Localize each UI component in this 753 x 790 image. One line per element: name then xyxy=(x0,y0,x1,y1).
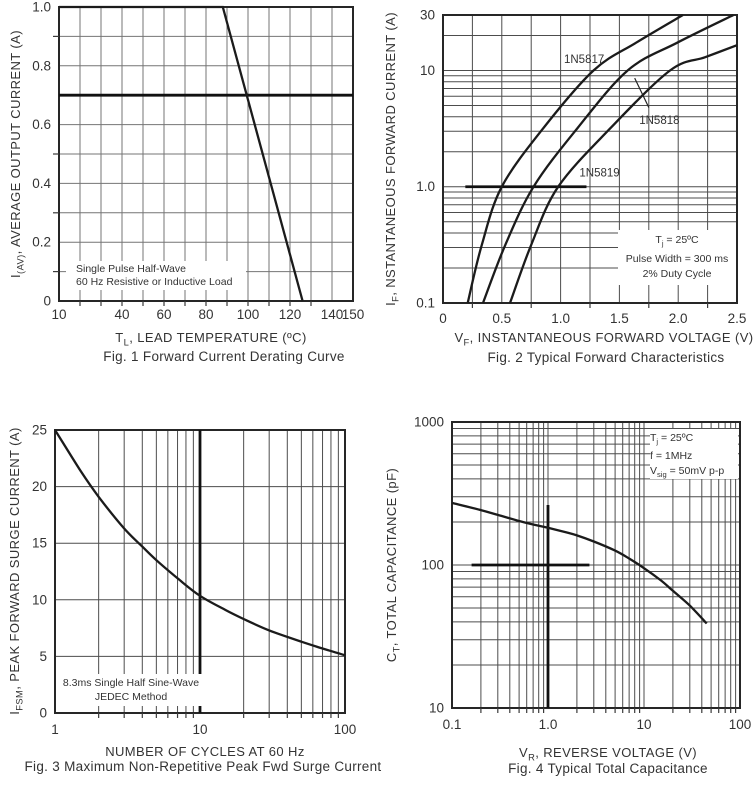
svg-text:20: 20 xyxy=(32,479,47,494)
svg-text:10: 10 xyxy=(420,63,435,78)
svg-text:30: 30 xyxy=(420,8,435,23)
svg-text:0: 0 xyxy=(43,294,51,309)
fig2-series-1N5818 xyxy=(481,13,735,304)
fig2-y-axis-title: IF, NSTANTANEOUS FORWARD CURRENT (A) xyxy=(383,12,401,306)
fig1-y-axis-title: I(AV), AVERAGE OUTPUT CURRENT (A) xyxy=(8,30,26,278)
svg-text:0.1: 0.1 xyxy=(443,717,462,732)
svg-text:10: 10 xyxy=(636,717,651,732)
fig4-minor-ticks xyxy=(480,708,737,713)
svg-text:1.0: 1.0 xyxy=(32,0,51,15)
fig1-minor-ticks xyxy=(53,35,312,306)
fig1-x-axis-title: TL, LEAD TEMPERATURE (ºC) xyxy=(115,330,307,348)
fig3-series-surge-current xyxy=(54,429,346,657)
fig4-conditions-note: Tj = 25ºC f = 1MHz Vsig = 50mV p-p xyxy=(650,429,738,479)
fig2-curve-label: 1N5819 xyxy=(579,167,619,179)
svg-text:10: 10 xyxy=(192,722,207,737)
svg-text:15: 15 xyxy=(32,536,47,551)
svg-text:100: 100 xyxy=(237,307,260,322)
svg-text:10: 10 xyxy=(51,307,66,322)
svg-text:10: 10 xyxy=(32,592,47,607)
svg-text:120: 120 xyxy=(279,307,302,322)
fig2-curve-label: 1N5818 xyxy=(639,115,679,127)
svg-text:5: 5 xyxy=(39,649,47,664)
fig2-series-1N5817 xyxy=(466,14,684,304)
fig2-curve-label: 1N5817 xyxy=(564,54,604,66)
svg-text:40: 40 xyxy=(114,307,129,322)
svg-text:140: 140 xyxy=(321,307,344,322)
fig3-x-axis-title: NUMBER OF CYCLES AT 60 Hz xyxy=(105,744,305,759)
svg-text:1: 1 xyxy=(51,722,59,737)
fig1-conditions-note: Single Pulse Half-Wave 60 Hz Resistive or… xyxy=(66,261,246,290)
fig4-x-axis-title: VR, REVERSE VOLTAGE (V) xyxy=(518,745,698,763)
svg-text:0.6: 0.6 xyxy=(32,117,51,132)
svg-text:0.2: 0.2 xyxy=(32,235,51,250)
svg-text:150: 150 xyxy=(342,307,365,322)
svg-text:25: 25 xyxy=(32,423,47,438)
fig3-caption: Fig. 3 Maximum Non-Repetitive Peak Fwd S… xyxy=(24,759,382,774)
fig2-x-axis-title: VF, INSTANTANEOUS FORWARD VOLTAGE (V) xyxy=(454,330,753,348)
svg-text:60: 60 xyxy=(156,307,171,322)
svg-text:10: 10 xyxy=(429,701,444,716)
svg-text:100: 100 xyxy=(421,558,444,573)
fig4-caption: Fig. 4 Typical Total Capacitance xyxy=(508,761,708,776)
fig4-tick-labels: 0.1 1.0 10 100 10 100 1000 xyxy=(414,415,751,733)
svg-text:1.0: 1.0 xyxy=(416,179,435,194)
fig2-conditions-note: Tj = 25ºC Pulse Width = 300 ms 2% Duty Cyc… xyxy=(618,230,736,285)
fig4-series-total-capacitance xyxy=(451,501,708,625)
svg-text:80: 80 xyxy=(198,307,213,322)
svg-text:1000: 1000 xyxy=(414,415,444,430)
svg-text:2.5: 2.5 xyxy=(728,311,747,326)
fig3-plot: 1 10 100 0 5 10 15 20 25 xyxy=(32,423,356,738)
fig1-series-derating-curve xyxy=(59,5,304,302)
fig2-tick-labels: 0 0.5 1.0 1.5 2.0 2.5 30 10 1.0 0.1 xyxy=(416,8,746,327)
fig1-gridlines xyxy=(59,7,353,301)
fig2-label-leader xyxy=(634,77,650,108)
svg-text:1.0: 1.0 xyxy=(539,717,558,732)
svg-text:100: 100 xyxy=(729,717,752,732)
fig3-minor-ticks xyxy=(98,713,339,718)
fig3-tick-labels: 1 10 100 0 5 10 15 20 25 xyxy=(32,423,356,738)
svg-text:0: 0 xyxy=(39,706,47,721)
svg-text:1.0: 1.0 xyxy=(551,311,570,326)
fig2-caption: Fig. 2 Typical Forward Characteristics xyxy=(487,350,725,365)
fig3-conditions-note: 8.3ms Single Half Sine-Wave JEDEC Method xyxy=(57,674,205,706)
svg-text:0.1: 0.1 xyxy=(416,296,435,311)
fig2-series-1N5819 xyxy=(508,44,738,304)
fig3-y-axis-title: IFSM, PEAK FORWARD SURGE CURRENT (A) xyxy=(7,427,25,715)
svg-text:2.0: 2.0 xyxy=(669,311,688,326)
svg-text:0.5: 0.5 xyxy=(492,311,511,326)
svg-text:0: 0 xyxy=(439,311,447,326)
svg-text:100: 100 xyxy=(334,722,357,737)
fig2-minor-ticks xyxy=(471,303,709,308)
fig4-plot-border xyxy=(451,421,741,709)
svg-text:1.5: 1.5 xyxy=(610,311,629,326)
fig1-caption: Fig. 1 Forward Current Derating Curve xyxy=(103,349,345,364)
svg-text:0.4: 0.4 xyxy=(32,176,51,191)
fig4-y-axis-title: CT, TOTAL CAPACITANCE (pF) xyxy=(384,467,402,663)
svg-text:0.8: 0.8 xyxy=(32,58,51,73)
